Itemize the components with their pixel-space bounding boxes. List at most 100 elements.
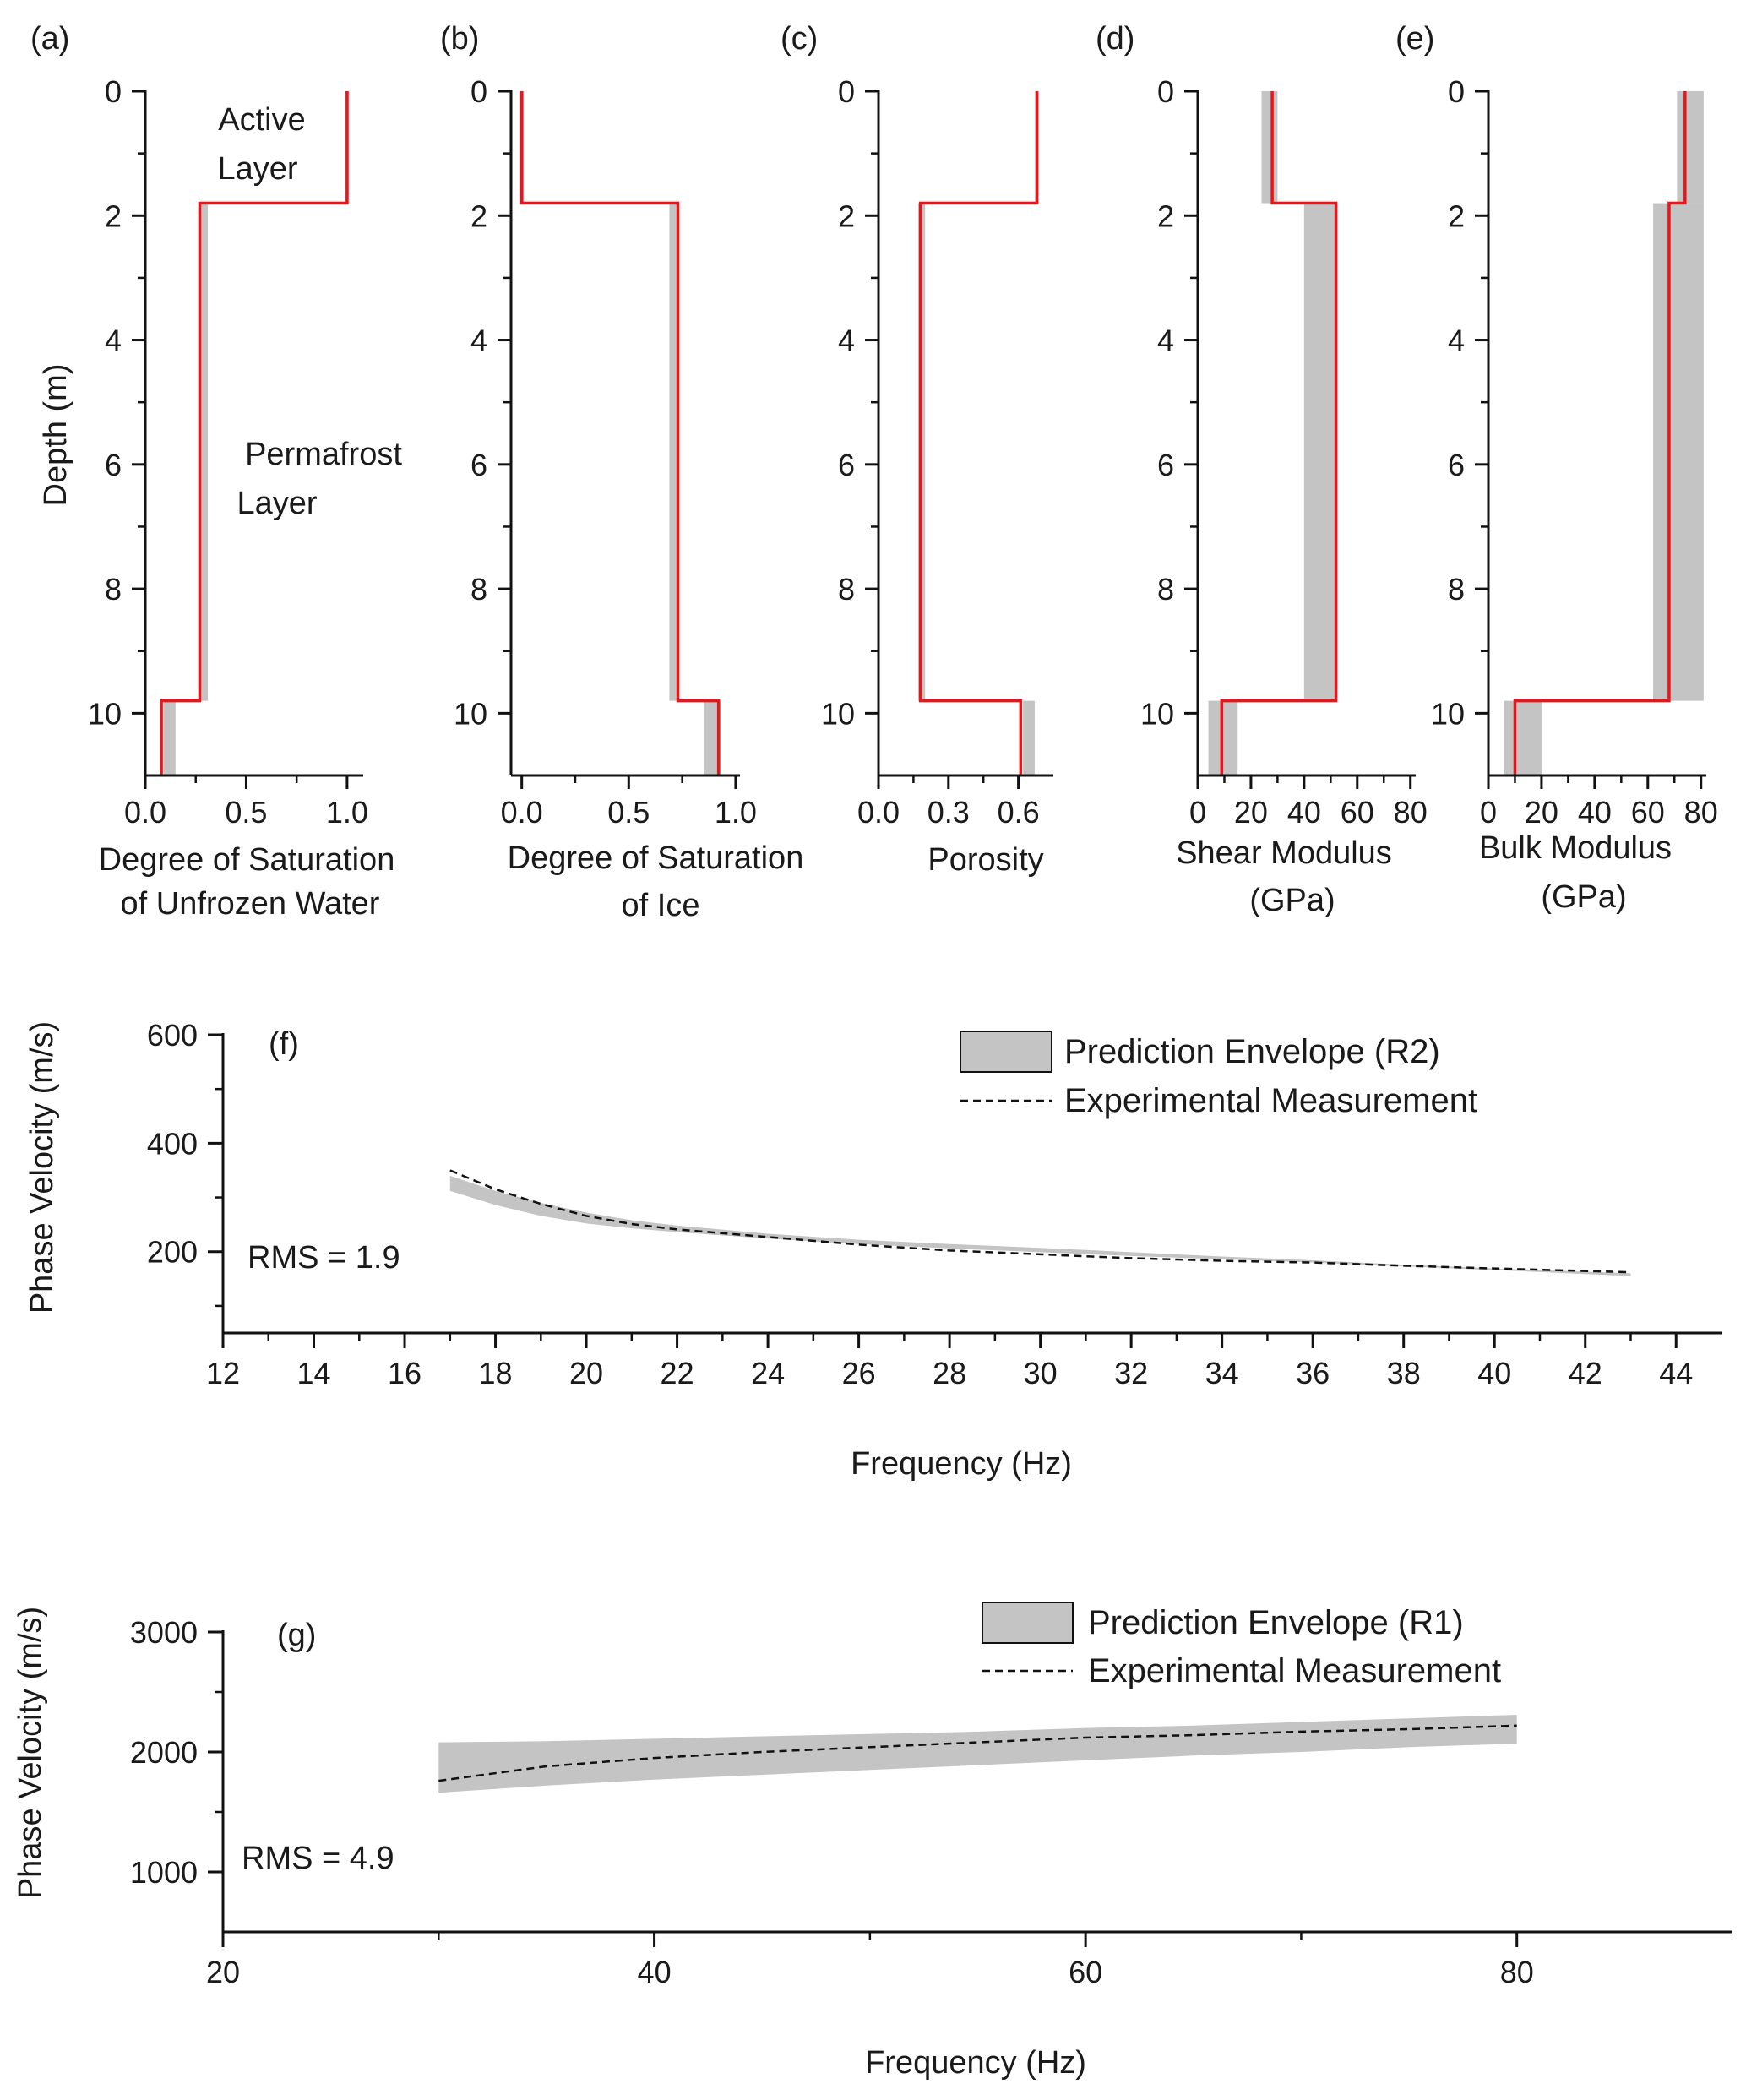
dispersion-panel-f: (f) Phase Velocity (m/s) Frequency (Hz) … bbox=[24, 1021, 1477, 1482]
legend-envelope-label: Prediction Envelope (R2) bbox=[1064, 1033, 1440, 1070]
x-tick-label: 1.0 bbox=[715, 795, 757, 830]
y-tick-label: 400 bbox=[147, 1126, 198, 1161]
x-tick-label: 20 bbox=[206, 1955, 240, 1989]
y-tick-label: 0 bbox=[838, 74, 855, 109]
y-tick-label: 0 bbox=[1448, 74, 1465, 109]
best-fit-profile-line bbox=[160, 91, 349, 775]
chart-g: 20 40 60 80 1000 2000 3000 bbox=[130, 1615, 1732, 1989]
x-tick-label: 34 bbox=[1205, 1356, 1239, 1390]
y-tick-label: 4 bbox=[1157, 324, 1174, 358]
x-axis-title-line2: (GPa) bbox=[1541, 879, 1626, 915]
profile-panel-b: (b) Degree of Saturation of Ice bbox=[440, 21, 803, 923]
panel-label: (d) bbox=[1096, 21, 1134, 57]
x-tick-label: 0.6 bbox=[998, 795, 1040, 830]
x-axis-title-line1: Degree of Saturation bbox=[99, 842, 395, 878]
chart-a: 0 2 4 6 8 10 0.0 0.5 1.0 bbox=[88, 74, 368, 830]
x-tick-label: 0.0 bbox=[857, 795, 900, 830]
y-tick-label: 6 bbox=[1448, 448, 1465, 482]
x-axis-title-line1: Bulk Modulus bbox=[1479, 830, 1672, 866]
y-tick-label: 8 bbox=[105, 572, 122, 607]
x-axis-title: Frequency (Hz) bbox=[851, 1446, 1072, 1482]
chart-b: 0 2 4 6 8 10 0.0 0.5 1.0 bbox=[454, 74, 757, 830]
y-tick-label: 0 bbox=[1157, 74, 1174, 109]
x-tick-label: 0 bbox=[1189, 795, 1206, 830]
x-axis-title-line1: Shear Modulus bbox=[1176, 835, 1392, 871]
x-tick-label: 80 bbox=[1394, 795, 1428, 830]
experimental-measurement-line bbox=[438, 1724, 1517, 1782]
panel-label: (f) bbox=[269, 1026, 299, 1062]
experimental-measurement-line bbox=[449, 1169, 1631, 1274]
active-layer-label-line1: Active bbox=[218, 102, 305, 138]
y-tick-label: 0 bbox=[105, 74, 122, 109]
panel-label: (a) bbox=[30, 21, 69, 57]
profile-panel-d: (d) Shear Modulus (GPa) bbox=[1096, 21, 1392, 918]
chart-c: 0 2 4 6 8 10 0.0 0.3 0.6 bbox=[821, 74, 1053, 830]
x-tick-label: 22 bbox=[661, 1356, 694, 1390]
y-tick-label: 2000 bbox=[130, 1735, 198, 1770]
legend-measurement-label: Experimental Measurement bbox=[1088, 1652, 1501, 1689]
x-tick-label: 40 bbox=[1578, 795, 1612, 830]
y-tick-label: 10 bbox=[454, 696, 487, 731]
x-tick-label: 18 bbox=[479, 1356, 513, 1390]
y-tick-label: 2 bbox=[1157, 199, 1174, 233]
x-tick-label: 12 bbox=[206, 1356, 240, 1390]
x-tick-label: 60 bbox=[1341, 795, 1374, 830]
y-tick-label: 8 bbox=[1448, 572, 1465, 607]
x-tick-label: 60 bbox=[1631, 795, 1665, 830]
y-tick-label: 2 bbox=[105, 199, 122, 233]
legend-measurement-label: Experimental Measurement bbox=[1064, 1082, 1477, 1119]
envelope-layer-1 bbox=[1677, 91, 1704, 204]
x-tick-label: 38 bbox=[1387, 1356, 1421, 1390]
x-tick-label: 26 bbox=[842, 1356, 876, 1390]
envelope-layer-2 bbox=[1303, 203, 1336, 701]
x-axis-title: Porosity bbox=[927, 842, 1043, 878]
x-tick-label: 80 bbox=[1684, 795, 1718, 830]
y-tick-label: 2 bbox=[838, 199, 855, 233]
y-axis-title: Phase Velocity (m/s) bbox=[13, 1607, 48, 1899]
x-tick-label: 44 bbox=[1659, 1356, 1693, 1390]
y-tick-label: 10 bbox=[88, 696, 122, 731]
y-tick-label: 4 bbox=[105, 324, 122, 358]
x-axis-title-line2: of Unfrozen Water bbox=[121, 886, 380, 922]
x-axis-title-line2: (GPa) bbox=[1249, 883, 1335, 918]
x-tick-label: 36 bbox=[1296, 1356, 1330, 1390]
envelope-layer-3 bbox=[1504, 700, 1542, 775]
x-tick-label: 0.0 bbox=[124, 795, 166, 830]
x-tick-label: 42 bbox=[1569, 1356, 1602, 1390]
chart-d: 0 2 4 6 8 10 0 20 40 60 80 bbox=[1140, 74, 1428, 830]
permafrost-layer-label-line1: Permafrost bbox=[245, 437, 402, 472]
x-tick-label: 80 bbox=[1500, 1955, 1534, 1989]
x-tick-label: 60 bbox=[1069, 1955, 1102, 1989]
envelope-layer-3 bbox=[703, 700, 721, 775]
profile-panel-e: (e) Bulk Modulus (GPa) bbox=[1395, 21, 1672, 915]
envelope-layer-2 bbox=[669, 203, 678, 701]
envelope-layer-3 bbox=[1023, 700, 1035, 775]
x-tick-label: 20 bbox=[1234, 795, 1268, 830]
x-axis-title-line2: of Ice bbox=[622, 888, 700, 923]
x-tick-label: 20 bbox=[1525, 795, 1558, 830]
y-tick-label: 6 bbox=[470, 448, 487, 482]
y-tick-label: 10 bbox=[1140, 696, 1174, 731]
x-tick-label: 40 bbox=[638, 1955, 672, 1989]
x-tick-label: 28 bbox=[933, 1356, 966, 1390]
x-tick-label: 32 bbox=[1114, 1356, 1148, 1390]
y-tick-label: 4 bbox=[470, 324, 487, 358]
y-tick-label: 8 bbox=[1157, 572, 1174, 607]
envelope-layer-2 bbox=[199, 203, 209, 701]
y-tick-label: 0 bbox=[470, 74, 487, 109]
x-tick-label: 1.0 bbox=[326, 795, 368, 830]
dispersion-panel-g: (g) Phase Velocity (m/s) Frequency (Hz) … bbox=[13, 1602, 1501, 2081]
panel-label: (b) bbox=[440, 21, 479, 57]
x-tick-label: 0.3 bbox=[927, 795, 970, 830]
active-layer-label-line2: Layer bbox=[217, 151, 297, 187]
y-tick-label: 1000 bbox=[130, 1855, 198, 1890]
x-tick-label: 40 bbox=[1477, 1356, 1511, 1390]
legend-envelope-label: Prediction Envelope (R1) bbox=[1088, 1604, 1464, 1641]
panel-label: (e) bbox=[1395, 21, 1434, 57]
x-tick-label: 16 bbox=[388, 1356, 422, 1390]
x-tick-label: 40 bbox=[1287, 795, 1321, 830]
x-axis-title-line1: Degree of Saturation bbox=[508, 841, 804, 876]
best-fit-profile-line bbox=[519, 91, 721, 775]
rms-label: RMS = 4.9 bbox=[242, 1841, 394, 1876]
chart-e: 0 2 4 6 8 10 0 20 40 60 80 bbox=[1431, 74, 1718, 830]
